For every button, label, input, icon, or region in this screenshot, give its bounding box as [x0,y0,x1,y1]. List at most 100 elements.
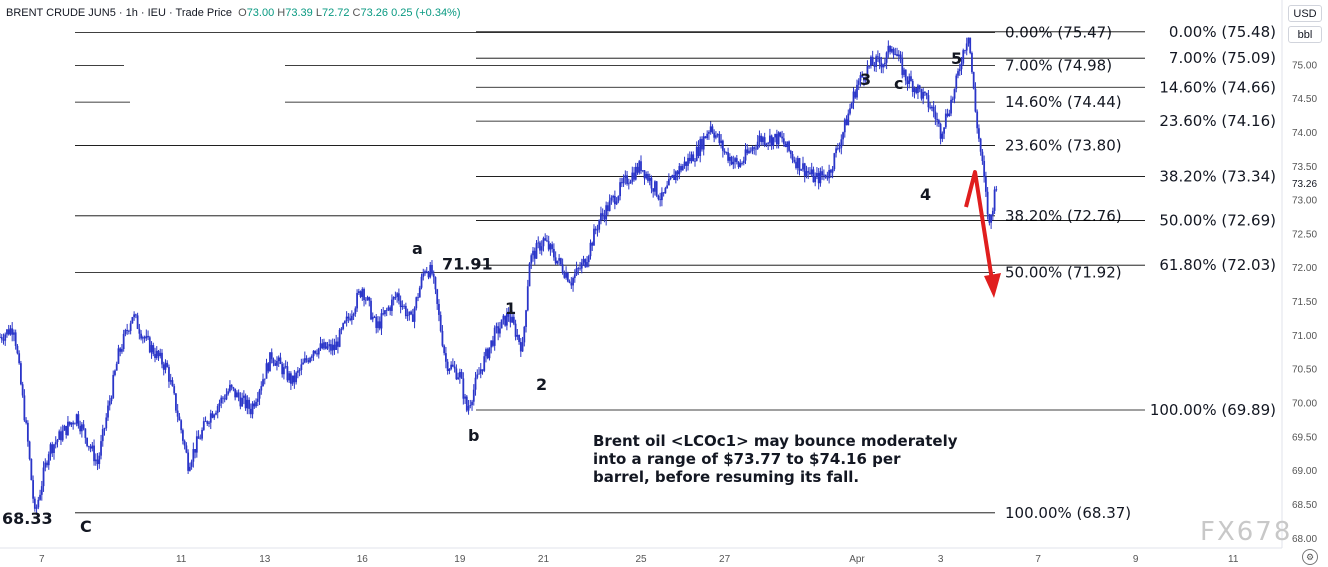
candle-body [880,62,883,68]
candle-body [183,440,186,446]
symbol-name[interactable]: BRENT CRUDE JUN5 [6,7,116,19]
candle-body [145,335,148,339]
candle-body [833,153,836,170]
gear-icon[interactable]: ⚙ [1302,549,1318,565]
candle-body [244,395,247,409]
currency-button[interactable]: USD [1288,5,1322,22]
candle-body [448,369,451,371]
candle-body [720,140,723,143]
candle-body [427,272,430,278]
candle-body [934,111,937,119]
candle-body [784,143,787,148]
candle-body [965,43,968,51]
candle-body [122,333,125,350]
candle-body [863,77,865,81]
candle-body [166,362,169,368]
fib-right-label-5: 50.00% (72.69) [1159,212,1276,230]
candle-body [692,154,695,162]
candle-body [413,308,416,322]
candle-body [185,445,188,453]
candle-body [814,176,817,183]
candle-body [774,134,777,138]
candle-body [385,310,388,311]
candle-body [80,424,83,432]
candle-body [296,370,299,373]
candle-body [751,147,754,151]
candle-body [796,158,799,169]
candle-body [117,348,120,364]
candle-body [0,337,3,340]
candle-body [826,177,829,179]
candle-body [688,157,691,162]
candle-body [112,374,115,398]
candle-body [2,339,5,341]
candle-body [800,169,803,171]
candle-body [225,394,228,400]
candle-body [460,371,463,379]
candle-body [798,158,801,171]
y-tick-7: 72.00 [1292,263,1317,274]
candle-body [805,171,808,176]
candle-body [21,384,24,396]
candle-body [279,357,282,364]
candle-body [343,321,346,324]
candle-body [537,242,540,244]
candle-body [352,313,355,316]
candle-body [903,69,905,75]
candle-body [779,132,782,137]
unit-button[interactable]: bbl [1288,26,1322,43]
interval[interactable]: 1h [125,7,138,19]
candle-body [539,242,541,251]
candle-body [190,461,193,467]
candle-body [286,366,289,381]
candle-body [568,281,571,283]
candle-body [333,344,336,350]
candle-body [354,308,357,314]
candle-body [293,375,296,383]
y-tick-3: 74.00 [1292,128,1317,139]
candle-body [943,127,945,134]
candle-body [474,377,477,390]
candle-body [39,494,41,500]
candle-body [924,92,926,93]
low-label: L [315,7,322,19]
candle-body [490,340,493,348]
candle-body [803,163,806,176]
candle-body [842,132,844,140]
candle-body [493,327,496,346]
candle-body [760,135,763,143]
candle-body [216,406,219,413]
close-label: C [352,7,361,19]
candle-body [35,507,38,509]
candle-body [556,260,559,264]
candle-body [901,57,904,75]
candle-body [451,364,454,367]
candle-body [509,316,512,323]
candle-body [37,499,40,508]
candle-body [896,54,898,57]
candle-body [237,392,240,398]
candle-body [983,161,986,178]
candle-body [378,321,381,329]
candle-body [674,171,677,181]
candle-body [485,349,487,357]
candle-body [627,183,630,185]
candle-body [765,143,768,145]
candle-body [256,398,259,402]
candle-body [443,345,446,354]
candle-body [100,441,102,456]
candle-body [227,391,230,395]
candle-body [61,430,64,441]
candle-body [283,367,285,375]
candle-body [850,103,853,109]
fib-right-label-4: 38.20% (73.34) [1159,168,1276,186]
candle-body [124,329,127,334]
candle-body [323,342,325,349]
candle-body [126,329,129,332]
candle-body [63,425,66,431]
candle-body [138,328,141,334]
y-tick-10: 70.50 [1292,365,1317,376]
candle-body [307,360,310,363]
candle-body [415,297,418,309]
